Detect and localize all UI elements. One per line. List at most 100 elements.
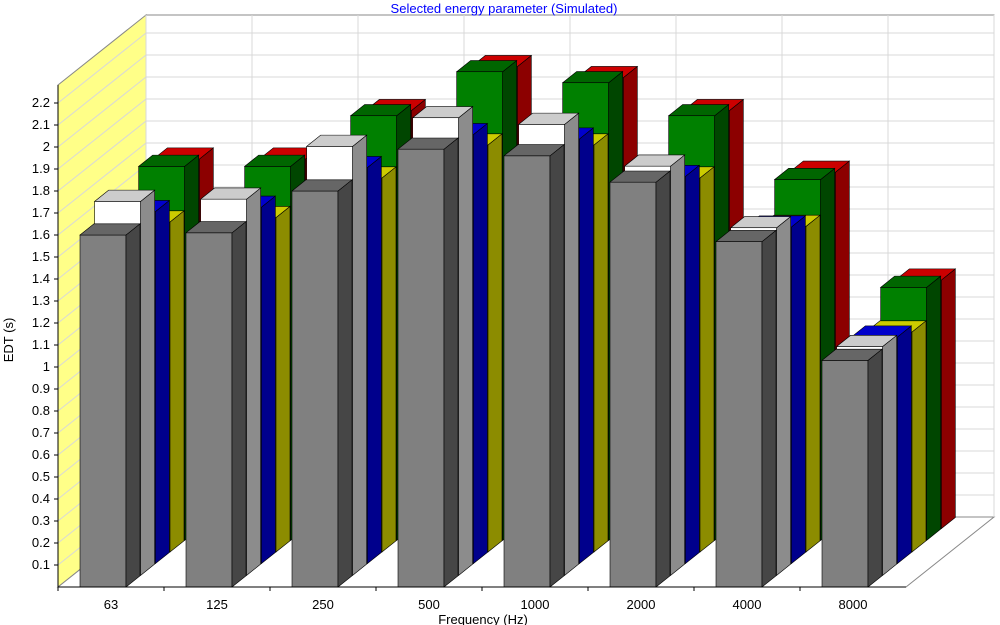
bar-top xyxy=(305,134,368,147)
bar-top xyxy=(623,154,686,167)
bar-top xyxy=(349,104,412,117)
bar-side xyxy=(579,127,594,565)
bar-top xyxy=(455,60,518,73)
y-tick-label: 0.2 xyxy=(32,535,50,550)
bar-side xyxy=(487,133,503,553)
bar-side xyxy=(549,143,565,588)
y-tick-label: 2.2 xyxy=(32,95,50,110)
bar-top xyxy=(397,137,459,150)
bar-top xyxy=(561,71,624,84)
bar-top xyxy=(821,348,883,361)
bar-side xyxy=(897,325,912,565)
y-tick-label: 2.1 xyxy=(32,117,50,132)
x-tick-label: 4000 xyxy=(733,597,762,612)
y-tick-label: 1.5 xyxy=(32,249,50,264)
y-tick-label: 2 xyxy=(43,139,50,154)
bar xyxy=(397,137,459,588)
bar-side xyxy=(685,164,700,565)
bar xyxy=(715,229,777,588)
bar-top xyxy=(411,106,474,119)
bar-top xyxy=(185,221,247,234)
bar-top xyxy=(835,335,898,347)
bar xyxy=(821,348,883,588)
bar-top xyxy=(667,104,730,117)
bar-side xyxy=(791,215,806,565)
bar-top xyxy=(879,275,942,288)
bar-top xyxy=(79,223,141,236)
bar-side xyxy=(125,223,141,588)
y-tick-label: 1.7 xyxy=(32,205,50,220)
bar-side xyxy=(381,166,397,553)
y-tick-label: 0.5 xyxy=(32,469,50,484)
bar-side xyxy=(699,166,715,553)
x-axis-label: Frequency (Hz) xyxy=(438,612,528,625)
y-tick-label: 1.1 xyxy=(32,337,50,352)
bar-front xyxy=(397,148,445,588)
bar-side xyxy=(473,122,488,565)
bar-side xyxy=(867,348,883,588)
y-tick-label: 0.7 xyxy=(32,425,50,440)
y-tick-label: 0.8 xyxy=(32,403,50,418)
bar-side xyxy=(246,187,261,576)
y-axis-label: EDT (s) xyxy=(1,318,16,363)
bar xyxy=(291,179,353,588)
bar-side xyxy=(367,155,382,565)
bar-side xyxy=(776,215,791,576)
bar-side xyxy=(261,195,276,565)
y-tick-label: 0.1 xyxy=(32,557,50,572)
bar-side xyxy=(337,179,353,588)
x-tick-label: 63 xyxy=(104,597,118,612)
bar-front xyxy=(821,360,869,588)
bar-side xyxy=(352,134,367,576)
bar-side xyxy=(911,320,927,553)
y-tick-label: 0.4 xyxy=(32,491,50,506)
x-tick-label: 2000 xyxy=(627,597,656,612)
bar-side xyxy=(458,105,473,576)
bar-top xyxy=(243,154,306,167)
y-tick-label: 0.3 xyxy=(32,513,50,528)
bar-front xyxy=(185,232,233,588)
x-tick-label: 1000 xyxy=(521,597,550,612)
bar-side xyxy=(155,199,170,565)
y-tick-label: 1.8 xyxy=(32,183,50,198)
bar-side xyxy=(231,220,247,588)
bar-top xyxy=(773,168,836,180)
bar-side xyxy=(882,334,897,576)
bar-front xyxy=(79,234,127,588)
axes: 0.1 0.2 0.3 0.4 0.5 0.6 0.7 0.8 0.9 1 1.1 1.2 1.3 1.4… xyxy=(32,85,906,612)
x-tick-label: 125 xyxy=(206,597,228,612)
bar-front xyxy=(291,190,339,588)
x-tick-label: 500 xyxy=(418,597,440,612)
bar-side xyxy=(670,154,685,576)
bar-top xyxy=(729,216,792,229)
bar-side xyxy=(805,214,821,553)
bar-front xyxy=(503,155,551,588)
bar-side xyxy=(275,205,291,553)
bar-side xyxy=(443,137,459,588)
bar xyxy=(609,170,671,588)
y-tick-label: 1.2 xyxy=(32,315,50,330)
bar xyxy=(185,220,247,588)
bar xyxy=(79,223,141,588)
bar-side xyxy=(655,170,671,588)
bar-side xyxy=(941,268,956,530)
y-tick-label: 0.9 xyxy=(32,381,50,396)
bar-front xyxy=(609,181,657,588)
bar-top xyxy=(609,170,671,183)
bar-top xyxy=(93,189,156,202)
x-tick-label: 250 xyxy=(312,597,334,612)
bar-top xyxy=(517,112,580,125)
bar-top xyxy=(715,230,777,242)
bar-top xyxy=(199,187,262,200)
bar-side xyxy=(593,133,609,553)
bar-side xyxy=(140,189,155,576)
bar-top xyxy=(503,144,565,157)
x-tick-label: 8000 xyxy=(839,597,868,612)
y-tick-label: 1.3 xyxy=(32,293,50,308)
y-tick-label: 0.6 xyxy=(32,447,50,462)
y-tick-label: 1.9 xyxy=(32,161,50,176)
bar-front xyxy=(715,241,763,588)
bars xyxy=(79,54,957,588)
